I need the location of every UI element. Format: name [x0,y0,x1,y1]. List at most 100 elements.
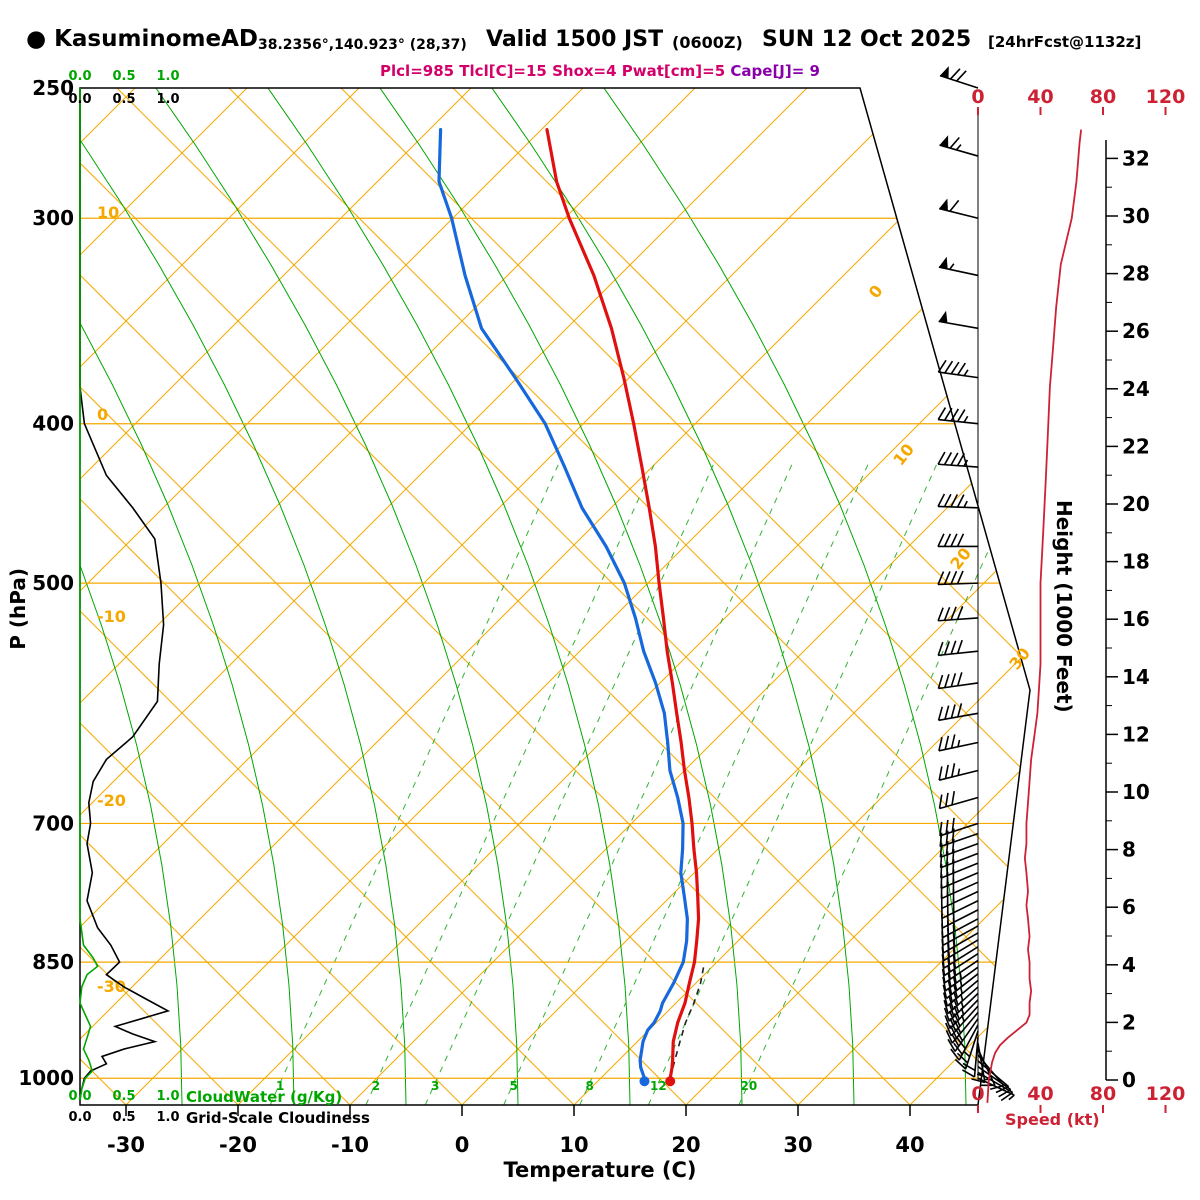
svg-text:1000: 1000 [18,1066,74,1090]
svg-text:22: 22 [1122,434,1150,458]
svg-text:3: 3 [431,1079,439,1093]
valid-time: Valid 1500 JST [486,27,664,52]
svg-text:6: 6 [1122,895,1136,919]
svg-text:0.5: 0.5 [112,1110,135,1125]
svg-text:2: 2 [1122,1010,1136,1034]
height-axis-title: Height (1000 Feet) [1052,500,1076,713]
svg-text:10: 10 [97,203,119,222]
valid-date: SUN 12 Oct 2025 [762,27,972,52]
svg-text:120: 120 [1146,1083,1186,1105]
valid-time-zulu: (0600Z) [672,33,743,52]
svg-text:30: 30 [1122,204,1150,228]
svg-text:0: 0 [971,86,984,108]
mixing-ratio-labels: 1 2 3 5 8 12 20 [276,1079,757,1093]
svg-text:0.5: 0.5 [112,69,135,84]
isotherm-lines [80,88,1030,1105]
cloudwater-legend: CloudWater (g/Kg) [186,1088,343,1106]
svg-text:0: 0 [865,281,887,301]
svg-text:850: 850 [32,950,74,974]
svg-text:18: 18 [1122,550,1150,574]
dewpoint-curve [437,128,689,1087]
forecast-tag: [24hrFcst@1132z] [988,33,1142,51]
cloudwater-scale-bottom: 0.0 0.5 1.0 [68,1089,179,1104]
svg-text:1.0: 1.0 [156,1089,179,1104]
svg-text:0: 0 [455,1133,470,1157]
station-coordinates: 38.2356°,140.923° (28,37) [258,37,467,53]
svg-text:120: 120 [1146,86,1186,108]
svg-text:-20: -20 [219,1133,257,1157]
svg-text:0.0: 0.0 [68,1110,91,1125]
svg-text:40: 40 [895,1133,924,1157]
isotherm-left-labels: 10 0 -10 -20 -30 [97,203,126,996]
svg-text:10: 10 [889,440,918,469]
svg-text:0: 0 [97,405,108,424]
temperature-curve [545,128,701,1087]
pressure-axis-labels: 250 300 400 500 700 850 1000 [18,76,74,1090]
temperature-axis-labels: -30 -20 -10 0 10 20 30 40 [107,1105,925,1157]
svg-text:12: 12 [650,1079,667,1093]
svg-text:0.0: 0.0 [68,69,91,84]
svg-text:32: 32 [1122,146,1150,170]
svg-text:-30: -30 [97,977,126,996]
svg-text:0.0: 0.0 [68,1089,91,1104]
svg-text:0.5: 0.5 [112,1089,135,1104]
svg-text:20: 20 [741,1079,758,1093]
dry-adiabat-lines [80,88,1030,1105]
svg-text:20: 20 [946,544,975,573]
station-name: KasuminomeAD [54,26,258,52]
svg-text:12: 12 [1122,722,1150,746]
svg-text:-30: -30 [107,1133,145,1157]
svg-text:5: 5 [510,1079,518,1093]
svg-text:0: 0 [1122,1068,1136,1092]
parcel-path [669,966,705,1079]
svg-text:-10: -10 [331,1133,369,1157]
svg-text:0.5: 0.5 [112,92,135,107]
svg-text:4: 4 [1122,953,1136,977]
svg-text:1: 1 [276,1079,284,1093]
params-text: Plcl=985 Tlcl[C]=15 Shox=4 Pwat[cm]=5 [380,62,726,80]
cape-text: Cape[J]= 9 [730,62,820,80]
svg-text:300: 300 [32,206,74,230]
svg-text:1.0: 1.0 [156,1110,179,1125]
svg-text:700: 700 [32,811,74,835]
svg-text:30: 30 [783,1133,812,1157]
svg-text:20: 20 [671,1133,700,1157]
svg-text:500: 500 [32,571,74,595]
speed-curve [986,129,1083,1103]
cloudwater-curve [79,88,99,1100]
svg-text:24: 24 [1122,377,1150,401]
temperature-axis-title: Temperature (C) [503,1158,697,1182]
svg-text:1.0: 1.0 [156,92,179,107]
svg-text:80: 80 [1090,1083,1116,1105]
svg-text:80: 80 [1090,86,1116,108]
svg-text:0.0: 0.0 [68,92,91,107]
pressure-axis-title: P (hPa) [6,568,30,650]
svg-text:8: 8 [1122,838,1136,862]
plot-border [79,87,1031,1106]
svg-text:8: 8 [586,1079,594,1093]
svg-text:40: 40 [1027,86,1053,108]
sounding-parameters: Plcl=985 Tlcl[C]=15 Shox=4 Pwat[cm]=5 Ca… [0,62,1200,80]
svg-text:250: 250 [32,76,74,100]
svg-text:0: 0 [971,1083,984,1105]
svg-text:2: 2 [372,1079,380,1093]
svg-text:16: 16 [1122,607,1150,631]
svg-text:28: 28 [1122,262,1150,286]
svg-text:40: 40 [1027,1083,1053,1105]
cloudiness-legend: Grid-Scale Cloudiness [186,1109,370,1127]
mixing-ratio-lines [269,459,1030,1105]
cloudiness-scale-bottom: 0.0 0.5 1.0 [68,1110,179,1125]
svg-text:20: 20 [1122,492,1150,516]
svg-text:-20: -20 [97,791,126,810]
svg-text:-10: -10 [97,607,126,626]
cloudiness-scale-top: 0.0 0.5 1.0 [68,92,179,107]
speed-axis-title: Speed (kt) [1005,1110,1100,1129]
svg-text:26: 26 [1122,319,1150,343]
svg-text:10: 10 [559,1133,588,1157]
cloudwater-scale-top: 0.0 0.5 1.0 [68,69,179,84]
station-bullet-icon: ● [26,26,47,52]
